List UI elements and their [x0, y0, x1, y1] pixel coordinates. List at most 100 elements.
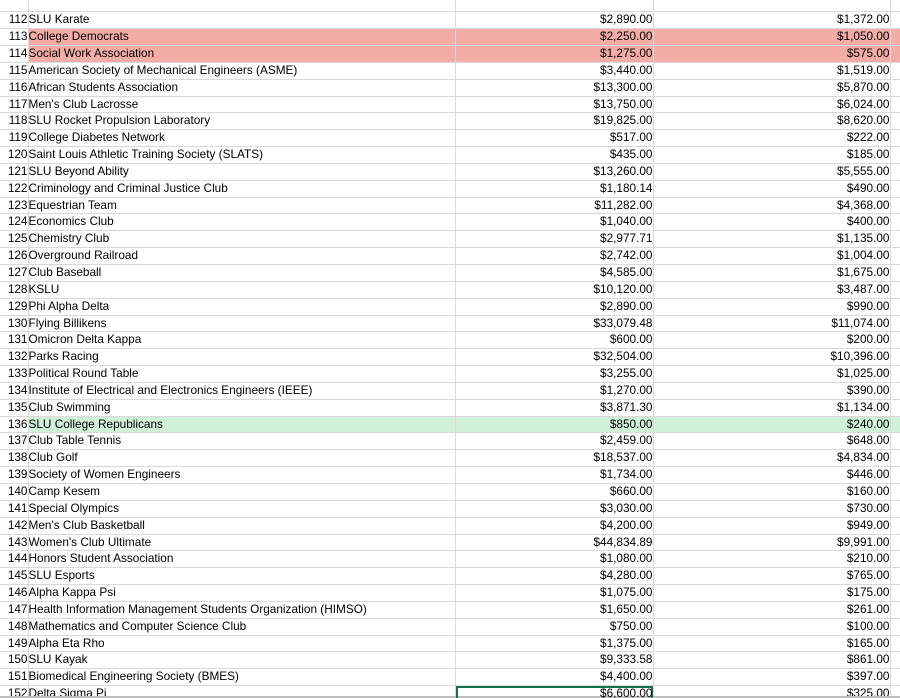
cell-allocated-amount[interactable]: $949.00: [653, 517, 891, 535]
cell-allocated-amount[interactable]: $185.00: [653, 146, 891, 164]
cell-next-column-sliver[interactable]: [889, 668, 900, 687]
cell-organization-name[interactable]: Camp Kesem: [28, 483, 456, 501]
table-row[interactable]: 146 Alpha Kappa Psi $1,075.00 $175.00: [0, 584, 900, 602]
cell-allocated-amount[interactable]: $1,025.00: [653, 365, 891, 383]
cell-requested-amount[interactable]: $3,440.00: [455, 62, 654, 80]
cell-allocated-amount[interactable]: $390.00: [653, 382, 891, 400]
cell-next-column-sliver[interactable]: [889, 264, 900, 282]
row-header[interactable]: 127: [0, 264, 29, 282]
table-row[interactable]: 147 Health Information Management Student…: [0, 601, 900, 619]
table-row[interactable]: 119 College Diabetes Network $517.00 $222.0…: [0, 129, 900, 148]
cell-next-column-sliver[interactable]: [889, 28, 900, 47]
cell-organization-name[interactable]: African Students Association: [28, 79, 456, 97]
table-row[interactable]: 116 African Students Association $13,300.0…: [0, 79, 900, 97]
cell-organization-name[interactable]: Overground Railroad: [28, 247, 456, 265]
row-header[interactable]: 135: [0, 399, 29, 417]
cell-requested-amount[interactable]: $1,275.00: [455, 45, 654, 63]
cell-allocated-amount[interactable]: $400.00: [653, 213, 891, 232]
cell-organization-name[interactable]: Institute of Electrical and Electronics …: [28, 382, 456, 400]
cell-requested-amount[interactable]: $3,255.00: [455, 365, 654, 383]
selected-cell[interactable]: $6,600.00: [455, 685, 654, 698]
cell-organization-name[interactable]: Club Table Tennis: [28, 432, 456, 451]
cell-next-column-sliver[interactable]: [889, 651, 900, 670]
cell-requested-amount[interactable]: $13,260.00: [455, 163, 654, 181]
table-row[interactable]: 112 SLU Karate $2,890.00 $1,372.00: [0, 11, 900, 30]
cell-organization-name[interactable]: Mathematics and Computer Science Club: [28, 618, 456, 636]
row-header[interactable]: 126: [0, 247, 29, 265]
cell-next-column-sliver[interactable]: [889, 180, 900, 198]
cell-organization-name[interactable]: SLU Karate: [28, 11, 456, 30]
row-header[interactable]: 138: [0, 449, 29, 468]
row-header[interactable]: 113: [0, 28, 29, 47]
cell-allocated-amount[interactable]: $160.00: [653, 483, 891, 501]
cell-organization-name[interactable]: Political Round Table: [28, 365, 456, 383]
cell-next-column-sliver[interactable]: [889, 129, 900, 148]
cell-allocated-amount[interactable]: $210.00: [653, 550, 891, 569]
cell-requested-amount[interactable]: $2,250.00: [455, 28, 654, 47]
cell-allocated-amount[interactable]: $100.00: [653, 618, 891, 636]
cell-organization-name[interactable]: Social Work Association: [28, 45, 456, 63]
cell-next-column-sliver[interactable]: [889, 483, 900, 501]
cell-requested-amount[interactable]: $2,890.00: [455, 11, 654, 30]
cell-organization-name[interactable]: Alpha Kappa Psi: [28, 584, 456, 602]
cell-requested-amount[interactable]: $1,734.00: [455, 466, 654, 484]
cell-organization-name[interactable]: Parks Racing: [28, 348, 456, 367]
row-header[interactable]: 117: [0, 96, 29, 114]
table-row[interactable]: 127 Club Baseball $4,585.00 $1,675.00: [0, 264, 900, 282]
cell-requested-amount[interactable]: $4,200.00: [455, 517, 654, 535]
cell-requested-amount[interactable]: $850.00: [455, 416, 654, 434]
row-header[interactable]: 115: [0, 62, 29, 80]
row-header[interactable]: 146: [0, 584, 29, 602]
cell-requested-amount[interactable]: $33,079.48: [455, 315, 654, 333]
cell-next-column-sliver[interactable]: [889, 213, 900, 232]
cell-requested-amount[interactable]: $1,040.00: [455, 213, 654, 232]
table-row[interactable]: 139 Society of Women Engineers $1,734.00 $4…: [0, 466, 900, 484]
row-header[interactable]: 147: [0, 601, 29, 619]
cell-organization-name[interactable]: Club Golf: [28, 449, 456, 468]
table-row[interactable]: 137 Club Table Tennis $2,459.00 $648.00: [0, 432, 900, 451]
cell-allocated-amount[interactable]: $1,050.00: [653, 28, 891, 47]
cell-organization-name[interactable]: SLU Beyond Ability: [28, 163, 456, 181]
cell-allocated-amount[interactable]: $648.00: [653, 432, 891, 451]
cell-allocated-amount[interactable]: $6,024.00: [653, 96, 891, 114]
cell-requested-amount[interactable]: $2,977.71: [455, 230, 654, 249]
cell-requested-amount[interactable]: $660.00: [455, 483, 654, 501]
cell-next-column-sliver[interactable]: [889, 635, 900, 653]
cell-next-column-sliver[interactable]: [889, 281, 900, 299]
table-row[interactable]: 122 Criminology and Criminal Justice Club…: [0, 180, 900, 198]
cell-organization-name[interactable]: Society of Women Engineers: [28, 466, 456, 484]
cell-requested-amount[interactable]: $2,890.00: [455, 298, 654, 316]
cell-requested-amount[interactable]: $4,585.00: [455, 264, 654, 282]
cell-next-column-sliver[interactable]: [889, 45, 900, 63]
cell-next-column-sliver[interactable]: [889, 348, 900, 367]
table-row[interactable]: 150 SLU Kayak $9,333.58 $861.00: [0, 651, 900, 670]
cell-next-column-sliver[interactable]: [889, 247, 900, 265]
cell-organization-name[interactable]: Saint Louis Athletic Training Society (S…: [28, 146, 456, 164]
cell-allocated-amount[interactable]: $175.00: [653, 584, 891, 602]
table-row[interactable]: 121 SLU Beyond Ability $13,260.00 $5,555.00: [0, 163, 900, 181]
row-header[interactable]: 114: [0, 45, 29, 63]
table-row[interactable]: 135 Club Swimming $3,871.30 $1,134.00: [0, 399, 900, 417]
row-header[interactable]: 121: [0, 163, 29, 181]
row-header[interactable]: 136: [0, 416, 29, 434]
cell-allocated-amount[interactable]: $1,004.00: [653, 247, 891, 265]
table-row[interactable]: 118 SLU Rocket Propulsion Laboratory $19,8…: [0, 112, 900, 131]
row-header[interactable]: 150: [0, 651, 29, 670]
cell-requested-amount[interactable]: $4,400.00: [455, 668, 654, 687]
table-row[interactable]: 149 Alpha Eta Rho $1,375.00 $165.00: [0, 635, 900, 653]
cell-organization-name[interactable]: Women's Club Ultimate: [28, 534, 456, 552]
cell-requested-amount[interactable]: $517.00: [455, 129, 654, 148]
cell-requested-amount[interactable]: $44,834.89: [455, 534, 654, 552]
cell-next-column-sliver[interactable]: [889, 601, 900, 619]
cell-next-column-sliver[interactable]: [889, 500, 900, 518]
row-header[interactable]: 143: [0, 534, 29, 552]
cell-next-column-sliver[interactable]: [889, 79, 900, 97]
row-header[interactable]: 129: [0, 298, 29, 316]
row-header[interactable]: 125: [0, 230, 29, 249]
cell-requested-amount[interactable]: $9,333.58: [455, 651, 654, 670]
table-row[interactable]: 124 Economics Club $1,040.00 $400.00: [0, 213, 900, 232]
table-row[interactable]: 133 Political Round Table $3,255.00 $1,025.…: [0, 365, 900, 383]
cell-next-column-sliver[interactable]: [889, 466, 900, 484]
row-header[interactable]: 122: [0, 180, 29, 198]
